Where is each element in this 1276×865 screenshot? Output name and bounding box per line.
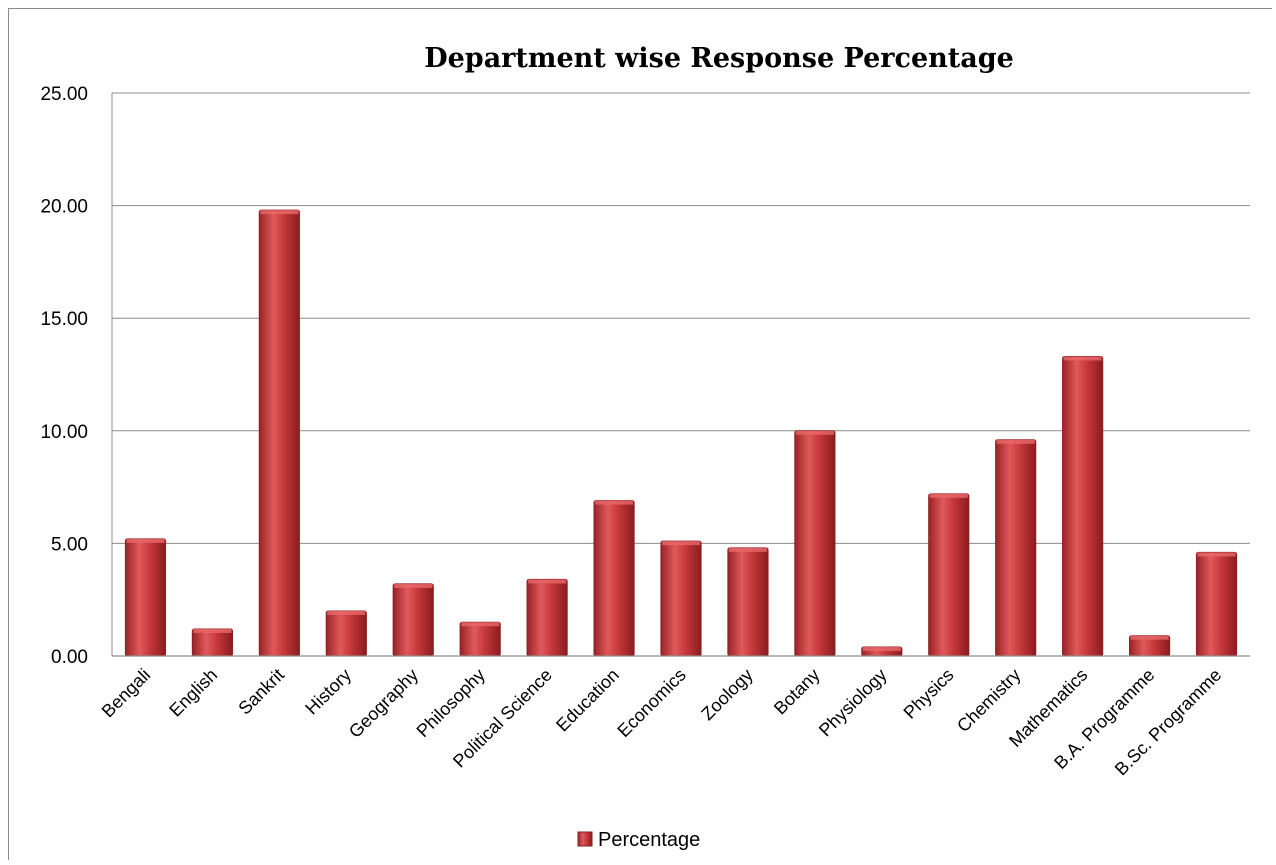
bar — [1062, 355, 1104, 657]
bar — [1129, 635, 1171, 657]
bar-body — [660, 540, 702, 657]
x-tick-label: History — [301, 665, 355, 719]
bar — [928, 493, 970, 657]
bar-body — [191, 628, 233, 657]
bar — [727, 547, 769, 657]
bar-cap — [929, 493, 968, 498]
x-tick-label: Sankrit — [234, 665, 288, 719]
bar — [1195, 551, 1238, 657]
bar-body — [325, 610, 367, 657]
x-tick-label: Economics — [613, 665, 689, 741]
x-axis-ticks: Bengali English Sankrit HistoryGeographyPhi… — [98, 665, 1226, 780]
legend: Percentage — [577, 829, 700, 851]
bar — [660, 540, 702, 657]
bar — [861, 646, 903, 657]
bar-cap — [327, 610, 366, 615]
bar-cap — [193, 628, 232, 633]
bar-body — [124, 538, 167, 657]
bar-body — [1195, 551, 1238, 657]
x-tick-label: Education — [552, 665, 623, 736]
bar — [459, 621, 501, 657]
y-tick-label: 10.00 — [40, 422, 88, 443]
bar-cap — [461, 622, 500, 627]
bar — [191, 628, 233, 657]
x-tick-label: Botany — [770, 665, 824, 719]
bar-body — [593, 500, 635, 657]
bar — [526, 578, 568, 657]
bar — [258, 209, 300, 657]
bar-body — [258, 209, 300, 657]
bar — [392, 583, 434, 657]
bar-cap — [260, 210, 299, 215]
bar-body — [794, 430, 836, 657]
bar-cap — [795, 430, 834, 435]
legend-swatch — [577, 831, 593, 847]
y-tick-label: 25.00 — [40, 84, 88, 105]
x-tick-label: Geography — [345, 665, 422, 742]
bar-cap — [996, 439, 1035, 444]
bar-cap — [126, 538, 165, 543]
bar-cap — [594, 500, 634, 505]
y-axis-ticks: 0.00 5.00 10.00 15.00 20.00 25.00 — [40, 84, 88, 668]
y-tick-label: 15.00 — [40, 309, 88, 330]
bar — [794, 430, 836, 657]
bar — [995, 439, 1037, 657]
x-tick-label: Chemistry — [953, 665, 1024, 736]
x-tick-label: Zoology — [697, 665, 756, 724]
bar-cap — [728, 547, 768, 552]
bar-body — [928, 493, 970, 657]
chart-title: Department wise Response Percentage — [424, 43, 1014, 74]
bar — [325, 610, 367, 657]
x-tick-label: Physiology — [815, 665, 891, 741]
bar — [593, 500, 635, 657]
bar-body — [392, 583, 434, 657]
bar-cap — [661, 541, 701, 546]
x-tick-label: English — [165, 665, 221, 721]
bar-cap — [862, 646, 901, 651]
bar-body — [995, 439, 1037, 657]
chart-frame — [8, 8, 1272, 860]
bar-body — [459, 621, 501, 657]
bar — [124, 538, 167, 657]
bar-body — [526, 578, 568, 657]
bars — [112, 209, 1250, 657]
bar-body — [727, 547, 769, 657]
bar-body — [1062, 355, 1104, 657]
y-tick-label: 20.00 — [40, 197, 88, 218]
legend-label: Percentage — [598, 829, 700, 851]
x-tick-label: Physics — [900, 665, 958, 723]
bar-cap — [528, 579, 567, 584]
x-tick-label: Bengali — [98, 665, 155, 722]
bar-cap — [1197, 552, 1236, 557]
y-tick-label: 5.00 — [51, 534, 88, 555]
bar-cap — [394, 583, 433, 588]
y-tick-label: 0.00 — [51, 647, 88, 668]
bar-cap — [1063, 356, 1102, 361]
bar-cap — [1130, 635, 1169, 640]
